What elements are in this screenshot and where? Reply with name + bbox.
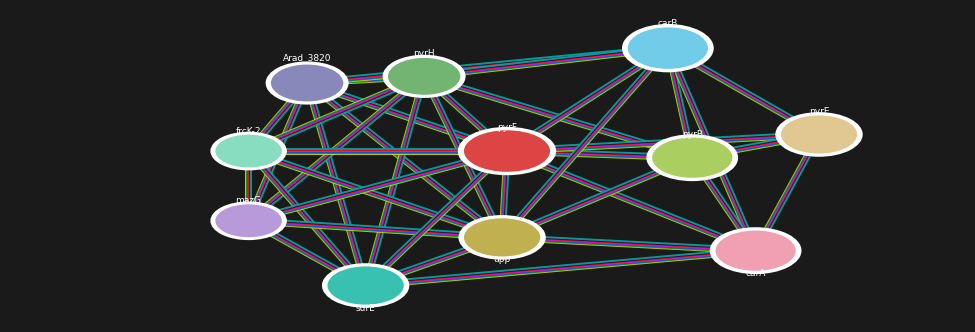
Ellipse shape xyxy=(627,27,709,70)
Ellipse shape xyxy=(382,55,466,98)
Text: pyrF: pyrF xyxy=(497,123,517,132)
Ellipse shape xyxy=(622,24,714,72)
Text: upp: upp xyxy=(493,255,511,265)
Text: pyrH: pyrH xyxy=(413,49,435,58)
Ellipse shape xyxy=(710,227,801,274)
Ellipse shape xyxy=(651,137,733,179)
Text: Arad_3820: Arad_3820 xyxy=(283,53,332,63)
Ellipse shape xyxy=(463,129,551,173)
Text: carB: carB xyxy=(658,19,678,29)
Ellipse shape xyxy=(214,204,283,238)
Ellipse shape xyxy=(265,61,349,105)
Text: mazG: mazG xyxy=(236,196,261,206)
Ellipse shape xyxy=(387,57,461,96)
Text: frcK-2: frcK-2 xyxy=(236,126,261,136)
Text: pyrE: pyrE xyxy=(808,107,830,117)
Ellipse shape xyxy=(646,134,738,181)
Ellipse shape xyxy=(715,230,797,272)
Ellipse shape xyxy=(322,263,410,308)
Ellipse shape xyxy=(780,115,858,154)
Ellipse shape xyxy=(211,202,287,240)
Ellipse shape xyxy=(327,266,405,305)
Text: surE: surE xyxy=(356,303,375,313)
Ellipse shape xyxy=(458,215,546,260)
Ellipse shape xyxy=(775,112,863,157)
Ellipse shape xyxy=(214,134,283,168)
Ellipse shape xyxy=(270,64,344,102)
Ellipse shape xyxy=(463,217,541,257)
Text: carA: carA xyxy=(746,269,765,279)
Text: pyrB: pyrB xyxy=(682,130,703,139)
Ellipse shape xyxy=(211,132,287,170)
Ellipse shape xyxy=(458,127,556,175)
